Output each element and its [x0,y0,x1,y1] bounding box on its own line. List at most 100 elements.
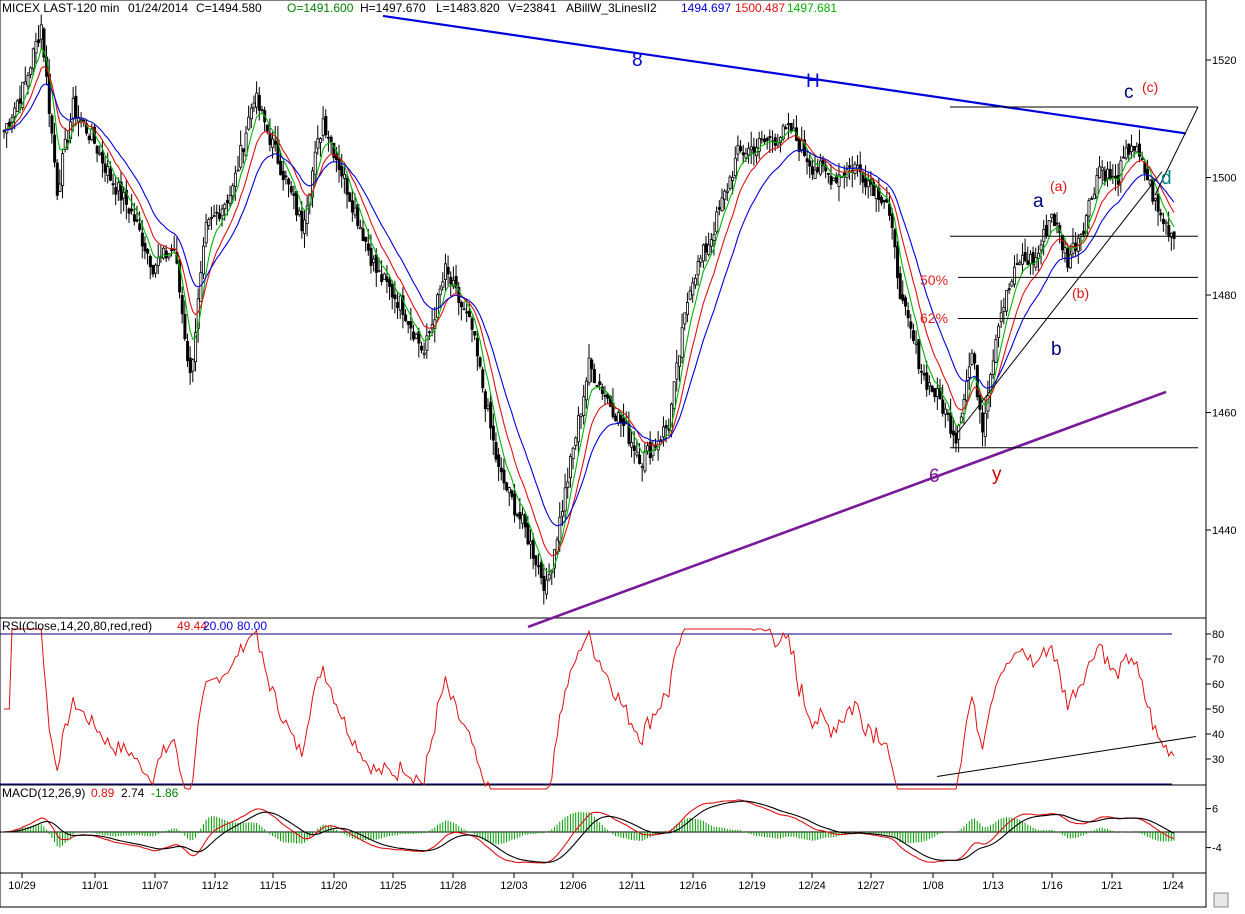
channel-line-lower [954,171,1163,437]
candle-body [880,196,884,204]
candle-body [119,181,123,201]
candle-body [106,166,110,176]
candle-body [140,232,144,247]
candle-body [1146,168,1150,181]
candle-body [805,158,809,163]
candle-body [781,125,785,140]
candle-body [553,549,557,569]
candle-body [459,302,463,308]
candle-body [627,423,631,444]
candle-body [739,146,743,152]
candle-body [361,228,365,242]
candle-body [454,276,458,289]
candle-body [481,369,485,389]
candle-body [744,153,748,159]
candle-body [337,158,341,171]
candle-body [183,313,187,340]
candle-body [374,254,378,273]
candle-body [678,355,682,367]
rsi-tick-label: 60 [1212,679,1224,691]
candle-body [26,74,30,87]
candle-body [757,138,761,152]
candle-body [818,160,822,175]
candle-body [603,395,607,397]
candle-body [800,140,804,151]
candle-body [252,102,256,109]
candle-body [420,345,424,351]
candle-body [61,153,65,187]
candle-body [994,338,998,363]
candle-body [186,340,190,362]
wave-label-6: 6 [929,466,940,487]
candle-body [736,144,740,155]
candle-body [909,321,913,329]
date-tick-label: 1/08 [922,880,943,892]
candle-body [382,273,386,280]
candle-body [37,39,41,43]
candle-body [1002,306,1006,312]
candle-body [898,273,902,299]
candle-body [773,137,777,146]
candle-body [281,170,285,180]
candle-body [241,148,245,152]
candle-body [983,412,987,437]
candle-body [763,138,767,143]
price-tick-label: 1500 [1212,173,1236,185]
candle-body [204,221,208,244]
candle-body [1055,222,1059,225]
candle-body [135,219,139,222]
candle-body [1087,200,1091,217]
candle-body [614,415,618,422]
candle-body [289,186,293,193]
candle-body [1159,212,1163,216]
candle-body [313,151,317,175]
candle-body [130,208,134,212]
candle-body [364,236,368,242]
candle-body [449,276,453,285]
candle-body [114,187,118,195]
header-symbol: MICEX LAST-120 min [2,1,119,15]
candle-body [616,412,620,424]
candle-body [295,191,299,216]
candle-body [273,140,277,145]
candle-body [877,187,881,201]
macd-signal-line [3,800,1175,863]
candle-body [529,540,533,545]
candle-body [646,445,650,453]
candle-body [587,357,591,384]
candle-body [561,511,565,517]
candle-body [733,157,737,176]
rsi-tick-label: 50 [1212,704,1224,716]
candle-body [438,288,442,296]
candle-body [300,210,304,232]
candle-body [247,116,251,130]
rsi-tick-label: 80 [1212,629,1224,641]
candle-body [497,454,501,467]
candle-body [342,173,346,179]
corner-button[interactable] [1213,892,1229,908]
candle-body [324,115,328,136]
candle-body [787,123,791,126]
candle-body [446,266,450,275]
candle-body [632,445,636,452]
candle-body [178,259,182,293]
trendline-upper [382,14,1187,135]
candle-body [111,183,115,186]
candle-body [810,166,814,175]
candle-body [1153,197,1157,201]
candle-body [199,272,203,302]
candle-body [680,327,684,358]
candle-body [630,442,634,448]
candle-body [388,279,392,287]
candle-body [654,445,658,448]
candle-body [220,208,224,217]
candle-body [925,372,929,390]
macd-tick-label: -4 [1212,843,1222,855]
candle-body [768,136,772,139]
date-tick-label: 11/01 [82,880,109,892]
candle-body [1164,221,1168,225]
candle-body [1169,232,1173,238]
candle-body [547,574,551,580]
candle-body [1018,262,1022,265]
candle-body [816,166,820,172]
